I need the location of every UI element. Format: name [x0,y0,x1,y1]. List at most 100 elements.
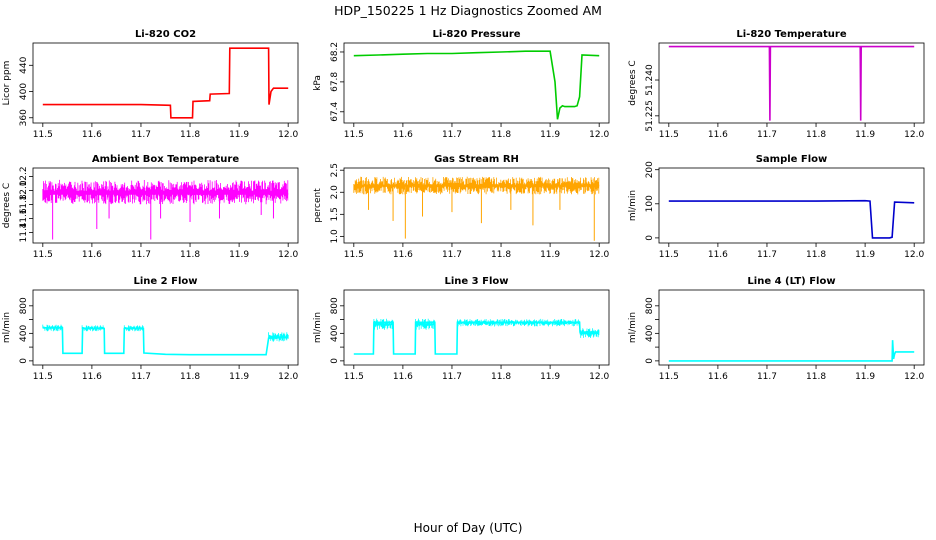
x-tick-label: 11.8 [180,130,200,140]
x-tick-label: 11.9 [855,130,875,140]
data-layer [353,50,600,120]
x-tick-label: 11.6 [393,250,413,260]
y-tick-label: 1.5 [330,207,340,221]
data-layer [668,199,915,239]
x-tick-label: 11.7 [442,250,462,260]
x-tick-label: 11.8 [806,372,826,382]
x-tick-label: 11.9 [540,372,560,382]
y-tick-label: 0 [19,358,29,364]
y-tick-label: 67.8 [330,72,340,92]
plot-frame [32,42,299,124]
data-layer [42,47,289,119]
x-tick-label: 11.6 [708,372,728,382]
y-tick-label: 12.0 [19,180,29,200]
x-tick-label: 11.8 [806,130,826,140]
x-tick-label: 11.5 [344,372,364,382]
x-tick-label: 11.5 [344,250,364,260]
panel-title: Li-820 Temperature [736,29,846,40]
y-tick-label: 12.2 [19,166,29,186]
y-tick-label: 2.0 [330,185,340,200]
series-line [668,340,915,362]
x-tick-label: 11.7 [757,250,777,260]
y-tick-label: 68.2 [330,42,340,62]
data-layer [42,179,289,240]
x-tick-label: 11.6 [82,130,102,140]
x-tick-label: 11.9 [540,250,560,260]
x-tick-label: 11.9 [855,372,875,382]
x-tick-label: 11.5 [659,250,679,260]
y-tick-label: 800 [645,297,655,314]
y-tick-label: 51.240 [645,64,655,96]
data-layer [353,176,600,241]
x-tick-label: 11.7 [442,372,462,382]
x-tick-label: 12.0 [278,372,298,382]
x-tick-label: 12.0 [904,372,924,382]
plot-frame [343,167,610,244]
series-line [353,50,600,120]
series-line [353,321,600,355]
y-axis-label: degrees C [2,183,12,228]
y-tick-label: 51.225 [645,100,655,131]
panel-7: Line 2 Flow ml/min 11.5 11.6 11.7 11.8 11.9 12.… [2,276,298,382]
plot-frame [343,289,610,366]
y-tick-label: 360 [19,109,29,126]
y-tick-label: 800 [330,297,340,314]
y-axis-label: ml/min [628,312,638,343]
figure-xlabel: Hour of Day (UTC) [414,521,523,535]
x-tick-label: 12.0 [278,130,298,140]
panel-title: Li-820 CO2 [135,29,196,40]
x-tick-label: 11.5 [33,250,53,260]
panel-4: Ambient Box Temperature degrees C 11.5 11.6… [2,154,298,260]
plot-frame [343,42,610,124]
x-tick-label: 11.7 [442,130,462,140]
series-line [668,199,915,239]
x-tick-label: 12.0 [589,250,609,260]
panels: Li-820 CO2 Licor ppm 11.5 11.6 11.7 11.8 11.9 1… [2,29,924,382]
series-noise-band [579,328,600,338]
y-tick-label: 11.6 [19,208,29,228]
series-noise-band [415,318,435,330]
panel-3: Li-820 Temperature degrees C 11.5 11.6 11.7 1… [628,29,924,140]
y-tick-label: 400 [330,324,340,341]
y-tick-label: 200 [645,161,655,178]
y-axis-label: percent [313,188,323,223]
panel-title: Li-820 Pressure [432,29,520,40]
x-tick-label: 11.7 [131,130,151,140]
x-tick-label: 11.9 [540,130,560,140]
y-axis-label: ml/min [313,312,323,343]
data-layer [42,324,289,356]
series-noise-band [42,179,289,205]
x-tick-label: 11.5 [33,372,53,382]
x-tick-label: 11.9 [229,250,249,260]
y-tick-label: 0 [645,358,655,364]
x-tick-label: 11.5 [33,130,53,140]
y-axis-label: ml/min [2,312,12,343]
x-tick-label: 11.8 [180,250,200,260]
x-tick-label: 12.0 [589,130,609,140]
panel-8: Line 3 Flow ml/min 11.5 11.6 11.7 11.8 11.9 12.… [313,276,609,382]
x-tick-label: 11.5 [344,130,364,140]
x-tick-label: 11.6 [393,130,413,140]
plot-frame [32,289,299,366]
series-noise-band [373,318,394,330]
panel-9: Line 4 (LT) Flow ml/min 11.5 11.6 11.7 11.8 11… [628,276,924,382]
x-tick-label: 11.5 [659,130,679,140]
data-layer [353,318,600,355]
plot-frame [658,289,925,366]
x-tick-label: 11.7 [131,372,151,382]
x-tick-label: 11.9 [855,250,875,260]
y-tick-label: 400 [19,83,29,100]
series-line [42,326,289,356]
y-tick-label: 400 [19,324,29,341]
y-axis-label: kPa [313,75,323,91]
x-tick-label: 11.7 [757,372,777,382]
y-tick-label: 0 [645,235,655,241]
x-tick-label: 11.9 [229,372,249,382]
x-tick-label: 12.0 [589,372,609,382]
x-tick-label: 11.6 [393,372,413,382]
x-tick-label: 11.6 [82,250,102,260]
panel-2: Li-820 Pressure kPa 11.5 11.6 11.7 11.8 11.9 12… [313,29,609,140]
panel-5: Gas Stream RH percent 11.5 11.6 11.7 11.8 11.9… [313,154,609,260]
plot-frame [32,167,299,244]
